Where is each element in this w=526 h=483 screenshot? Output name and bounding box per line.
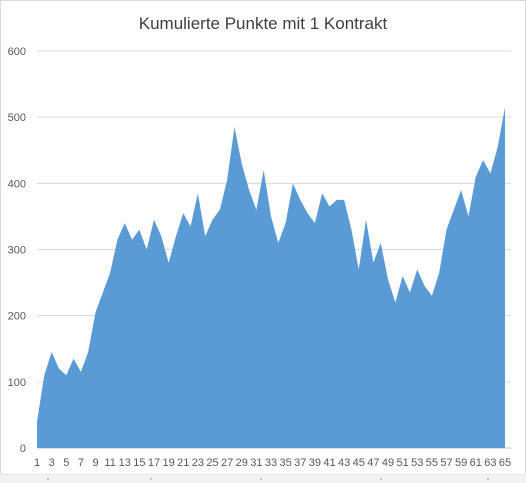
x-tick-label: 29 xyxy=(236,457,248,469)
handle-dot xyxy=(150,478,152,480)
x-tick-label: 27 xyxy=(221,457,233,469)
x-tick-label: 37 xyxy=(294,457,306,469)
x-tick-label: 57 xyxy=(440,457,452,469)
y-axis-tick-labels: 0 100 200 300 400 500 600 xyxy=(8,46,26,455)
x-tick-label: 39 xyxy=(309,457,321,469)
x-tick-label: 51 xyxy=(397,457,409,469)
y-tick-label: 400 xyxy=(8,178,26,190)
bottom-strip xyxy=(0,474,526,483)
handle-dot xyxy=(47,478,49,480)
chart-title: Kumulierte Punkte mit 1 Kontrakt xyxy=(138,14,388,33)
x-tick-label: 3 xyxy=(49,457,55,469)
x-axis-tick-labels: 1 3 5 7 9 11 13 15 17 19 21 23 25 27 29 31 33 35 37 39 41 43 4… xyxy=(34,457,511,469)
x-tick-label: 49 xyxy=(382,457,394,469)
x-tick-label: 25 xyxy=(206,457,218,469)
x-tick-label: 35 xyxy=(280,457,292,469)
x-tick-label: 17 xyxy=(148,457,160,469)
y-tick-label: 600 xyxy=(8,46,26,58)
x-tick-label: 63 xyxy=(484,457,496,469)
y-tick-label: 200 xyxy=(8,311,26,323)
x-tick-label: 41 xyxy=(323,457,335,469)
x-tick-label: 59 xyxy=(455,457,467,469)
area-series-fill xyxy=(37,107,505,449)
x-tick-label: 45 xyxy=(353,457,365,469)
x-tick-label: 53 xyxy=(411,457,423,469)
x-tick-label: 7 xyxy=(78,457,84,469)
x-tick-label: 55 xyxy=(426,457,438,469)
x-tick-label: 13 xyxy=(119,457,131,469)
x-tick-label: 31 xyxy=(250,457,262,469)
area-series xyxy=(37,107,505,449)
y-tick-label: 300 xyxy=(8,245,26,257)
y-tick-label: 100 xyxy=(8,377,26,389)
x-tick-label: 11 xyxy=(104,457,115,469)
x-tick-label: 19 xyxy=(163,457,175,469)
y-tick-label: 500 xyxy=(8,112,26,124)
handle-dot xyxy=(380,478,382,480)
x-tick-label: 15 xyxy=(133,457,145,469)
x-tick-label: 61 xyxy=(470,457,482,469)
y-tick-label: 0 xyxy=(20,443,26,455)
x-tick-label: 33 xyxy=(265,457,277,469)
x-tick-label: 47 xyxy=(367,457,379,469)
handle-dot xyxy=(260,478,262,480)
x-tick-label: 21 xyxy=(177,457,189,469)
x-tick-label: 43 xyxy=(338,457,350,469)
x-tick-label: 1 xyxy=(34,457,40,469)
x-tick-label: 9 xyxy=(92,457,98,469)
handle-dot xyxy=(487,478,489,480)
x-tick-label: 65 xyxy=(499,457,511,469)
x-tick-label: 5 xyxy=(63,457,69,469)
x-tick-label: 23 xyxy=(192,457,204,469)
